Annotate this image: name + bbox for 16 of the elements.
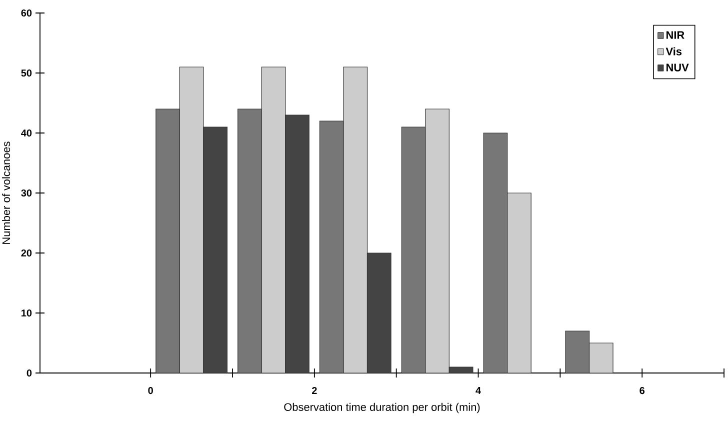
y-tick-label: 30 xyxy=(21,189,32,197)
legend-label: NIR xyxy=(666,31,684,39)
legend-label: NUV xyxy=(666,64,689,72)
y-tick-label: 50 xyxy=(21,69,32,77)
x-tick-label: 6 xyxy=(640,387,645,394)
y-tick-label: 40 xyxy=(21,129,32,137)
y-tick-label: 20 xyxy=(21,249,32,257)
x-tick-label: 0 xyxy=(148,387,153,394)
y-tick-label: 0 xyxy=(26,369,32,377)
y-tick-label: 60 xyxy=(21,9,32,17)
x-axis-title: Observation time duration per orbit (min) xyxy=(284,402,480,414)
y-tick-label: 10 xyxy=(22,309,32,317)
legend-label: Vis xyxy=(666,47,682,56)
y-axis-title: Number of volcanoes xyxy=(2,142,10,244)
x-tick-label: 2 xyxy=(312,387,317,394)
x-tick-label: 4 xyxy=(476,387,481,394)
